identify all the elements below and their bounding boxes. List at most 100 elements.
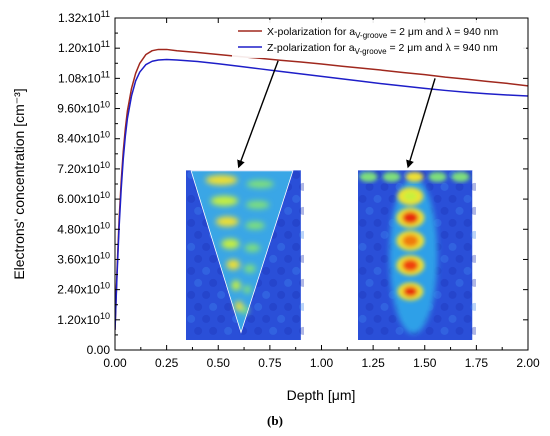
z-polarization-field-map-texture-dot — [440, 206, 449, 215]
x-polarization-field-map-texture-dot — [277, 266, 286, 275]
x-polarization-field-map-texture-dot — [262, 290, 271, 299]
annotation-arrow-1 — [237, 60, 279, 169]
ticks-layer: 0.00 0.25 0.50 0.75 1.00 1.25 1.50 1.75 2.00 0.00… — [57, 9, 540, 370]
x-polarization-field-map-texture-dot — [187, 266, 196, 275]
z-polarization-field-map-spot — [402, 234, 419, 247]
z-polarization-field-map-texture-dot — [470, 230, 476, 239]
x-polarization-field-map-texture-dot — [284, 230, 293, 239]
annotation-arrow-2 — [406, 78, 436, 169]
x-polarization-field-map-band — [246, 180, 274, 189]
z-polarization-field-map-texture-dot — [380, 326, 389, 335]
z-polarization-field-map-texture-dot — [365, 302, 374, 311]
x-polarization-field-map-texture-dot — [194, 278, 203, 287]
z-polarization-field-map-texture-dot — [425, 182, 434, 191]
z-polarization-field-map-texture-dot — [365, 182, 374, 191]
z-polarization-field-map-texture-dot — [388, 194, 397, 203]
z-polarization-field-map-texture-dot — [380, 278, 389, 287]
y-tick-label: 1.32x1011 — [58, 9, 110, 25]
y-tick-label: 1.08x1011 — [58, 69, 110, 85]
x-polarization-field-map-texture-dot — [224, 326, 233, 335]
z-polarization-field-map-texture-dot — [463, 266, 472, 275]
legend-label-z-polarization: Z-polarization for aV-groove = 2 μm and … — [267, 42, 498, 56]
x-polarization-field-map-texture-dot — [292, 266, 301, 275]
z-polarization-field-map-texture-dot — [373, 266, 382, 275]
z-polarization-field-map-top-fringe — [359, 171, 470, 182]
x-polarization-field-map-texture-dot — [209, 278, 218, 287]
x-polarization-field-map-texture-dot — [254, 326, 263, 335]
x-polarization-field-map-texture-dot — [202, 290, 211, 299]
z-polarization-field-map-texture-dot — [365, 206, 374, 215]
x-tick-label: 1.75 — [465, 356, 489, 370]
z-polarization-field-map-texture-dot — [448, 194, 457, 203]
x-polarization-field-map-texture-dot — [269, 278, 278, 287]
x-polarization-field-map-texture-dot — [209, 302, 218, 311]
x-polarization-field-map-texture-dot — [299, 302, 304, 311]
x-polarization-field-map-texture-dot — [292, 314, 301, 323]
z-polarization-field-map-texture-dot — [358, 242, 367, 251]
series-line-x-polarization — [115, 48, 528, 330]
z-polarization-field-map-texture-dot — [470, 206, 476, 215]
x-polarization-field-map-texture-dot — [209, 326, 218, 335]
z-polarization-field-map-texture-dot — [470, 278, 476, 287]
x-polarization-field-map-texture-dot — [217, 290, 226, 299]
z-polarization-field-map-texture-dot — [463, 314, 472, 323]
z-polarization-field-map-texture-dot — [373, 290, 382, 299]
x-polarization-field-map-band — [215, 216, 239, 227]
x-polarization-field-map-texture-dot — [187, 194, 196, 203]
z-polarization-field-map-texture-dot — [433, 218, 442, 227]
x-polarization-field-map-texture-dot — [284, 278, 293, 287]
z-polarization-field-map-texture-dot — [440, 254, 449, 263]
x-tick-label: 2.00 — [516, 356, 540, 370]
y-tick-label: 4.80x1010 — [57, 220, 110, 236]
x-polarization-field-map-texture-dot — [217, 314, 226, 323]
x-polarization-field-map-texture-dot — [187, 242, 196, 251]
z-polarization-field-map-texture-dot — [373, 242, 382, 251]
x-polarization-field-map-texture-dot — [284, 302, 293, 311]
y-tick-label: 3.60x1010 — [57, 250, 110, 266]
z-polarization-field-map-texture-dot — [440, 230, 449, 239]
z-polarization-field-map-texture-dot — [470, 182, 476, 191]
z-polarization-field-map-texture-dot — [455, 230, 464, 239]
x-polarization-field-map-groove-edge — [190, 170, 294, 334]
x-polarization-field-map-texture-dot — [187, 314, 196, 323]
x-polarization-field-map-band — [226, 259, 241, 270]
z-polarization-field-map-texture-dot — [380, 254, 389, 263]
x-polarization-field-map-texture-dot — [277, 218, 286, 227]
x-polarization-field-map-texture-dot — [292, 290, 301, 299]
insets-layer — [186, 170, 476, 340]
z-polarization-field-map-texture-dot — [448, 242, 457, 251]
x-polarization-field-map-texture-dot — [187, 290, 196, 299]
z-polarization-field-map-texture-dot — [373, 218, 382, 227]
legend: X-polarization for aV-groove = 2 μm and … — [232, 20, 526, 58]
x-polarization-field-map-texture-dot — [277, 314, 286, 323]
x-polarization-field-map-band — [243, 285, 252, 294]
series-line-z-polarization — [115, 58, 528, 330]
z-polarization-field-map-texture-dot — [433, 290, 442, 299]
y-tick-label: 2.40x1010 — [57, 281, 110, 297]
z-polarization-field-map-texture-dot — [433, 194, 442, 203]
series-layer — [115, 48, 528, 330]
z-polarization-field-map-texture-dot — [365, 254, 374, 263]
x-polarization-field-map-texture-dot — [269, 326, 278, 335]
z-polarization-field-map-texture-dot — [425, 326, 434, 335]
z-polarization-field-map-texture-dot — [455, 278, 464, 287]
z-polarization-field-map-fringe-spot — [382, 171, 401, 182]
z-polarization-field-map-texture-dot — [380, 230, 389, 239]
z-polarization-field-map-texture-dot — [463, 242, 472, 251]
x-polarization-field-map-texture-dot — [299, 278, 304, 287]
x-polarization-field-map-texture-dot — [202, 314, 211, 323]
x-polarization-field-map-texture-dot — [262, 314, 271, 323]
y-tick-label: 7.20x1010 — [57, 160, 110, 176]
x-polarization-field-map-texture-dot — [224, 302, 233, 311]
annotations-layer — [237, 60, 436, 169]
x-polarization-field-map-band — [244, 243, 261, 252]
x-polarization-field-map-texture-dot — [247, 314, 256, 323]
x-tick-label: 1.25 — [361, 356, 385, 370]
x-polarization-field-map-texture-dot — [292, 242, 301, 251]
z-polarization-field-map-texture-dot — [455, 326, 464, 335]
x-polarization-field-map-texture-dot — [284, 206, 293, 215]
x-polarization-field-map-texture-dot — [299, 326, 304, 335]
x-polarization-field-map-texture-dot — [202, 266, 211, 275]
z-polarization-field-map-texture-dot — [470, 302, 476, 311]
